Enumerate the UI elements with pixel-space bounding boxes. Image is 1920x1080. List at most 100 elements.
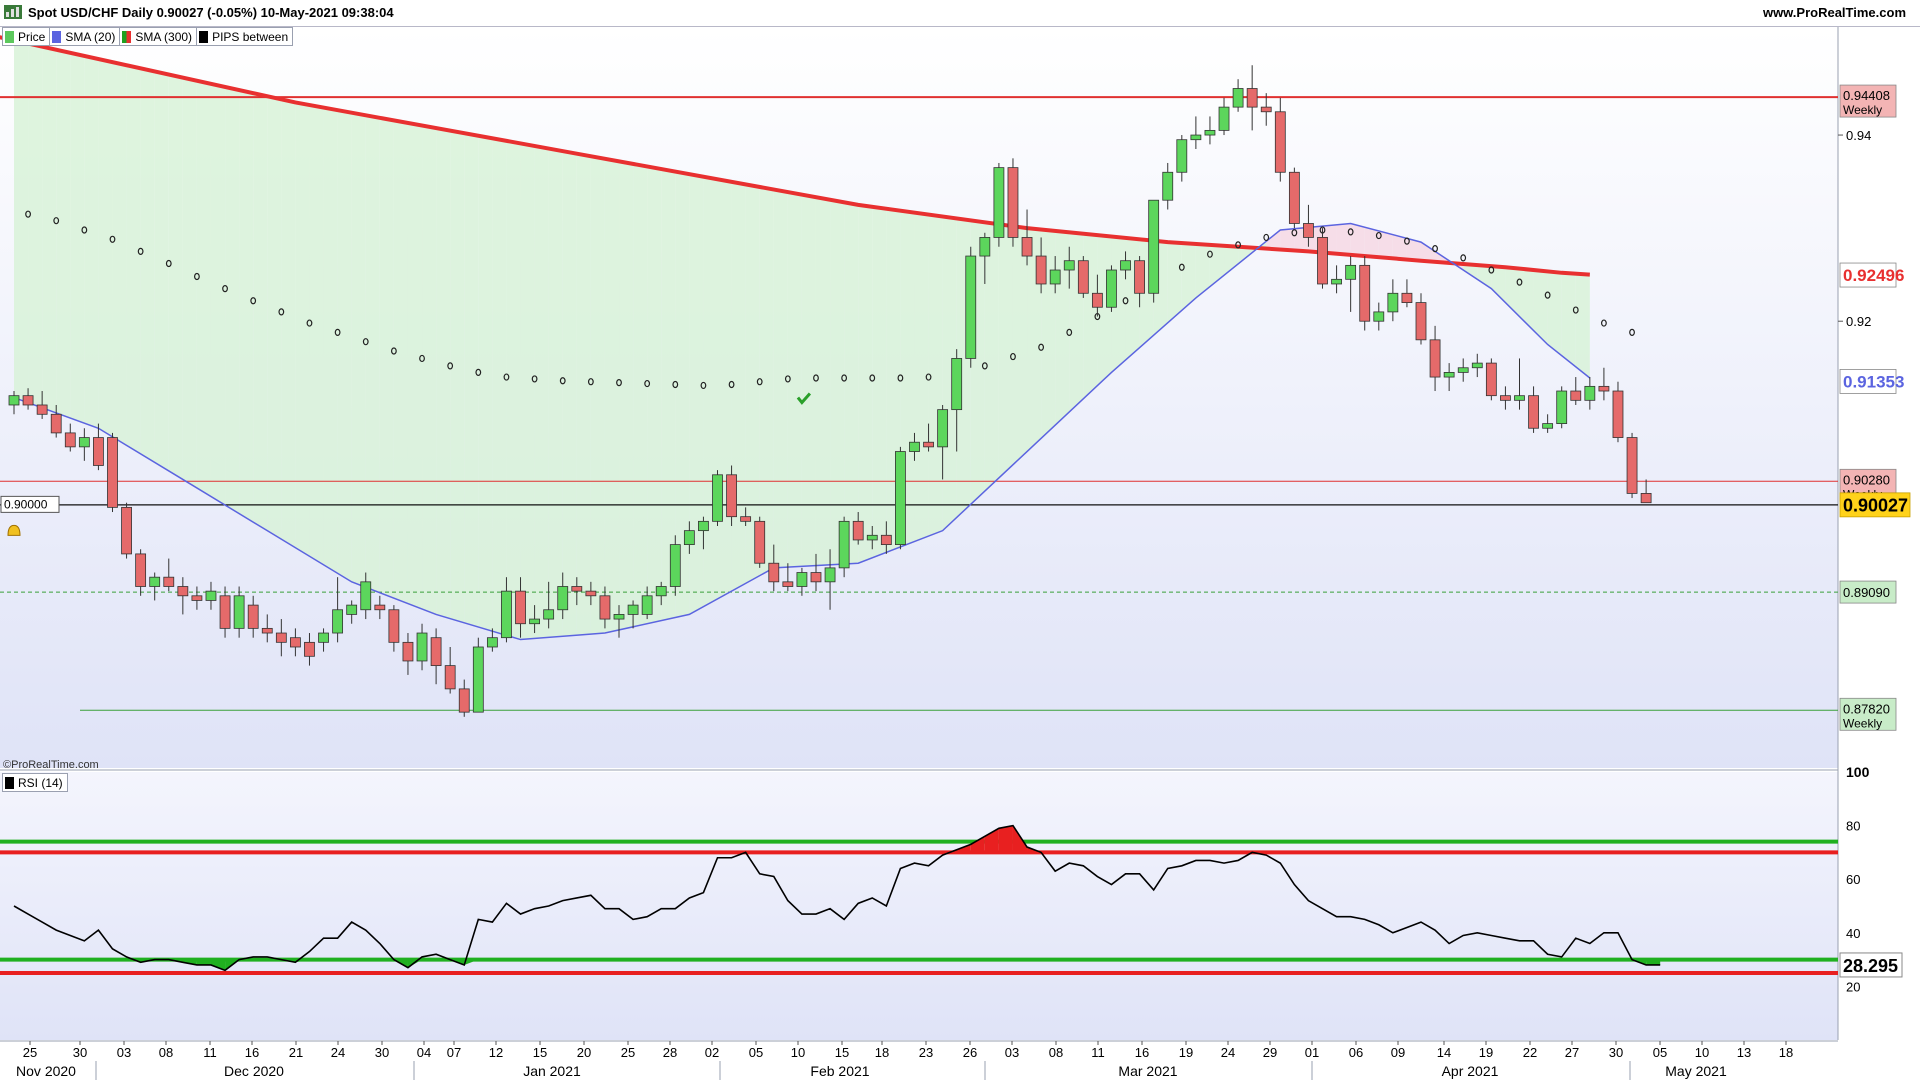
sar-dot bbox=[1432, 245, 1438, 253]
sma-fill-band bbox=[830, 199, 845, 565]
sar-dot bbox=[503, 373, 510, 381]
sma-fill-band bbox=[267, 96, 282, 540]
sma-fill-band bbox=[70, 52, 85, 424]
candle-bearish bbox=[458, 688, 470, 713]
candle-bullish bbox=[360, 581, 372, 611]
sma-fill-band bbox=[154, 71, 169, 471]
sma-fill-band bbox=[1364, 227, 1379, 258]
bell-icon bbox=[7, 524, 21, 536]
sar-dot bbox=[616, 379, 622, 387]
sar-dot bbox=[1572, 306, 1579, 314]
candle-bearish bbox=[289, 637, 301, 648]
candle-bullish bbox=[1443, 372, 1455, 378]
sma-fill-band bbox=[562, 151, 577, 637]
sma-fill-band bbox=[1575, 273, 1590, 378]
legend-item-sma300[interactable]: SMA (300) bbox=[120, 28, 198, 45]
candle-bearish bbox=[36, 404, 48, 415]
candle-bearish bbox=[135, 553, 147, 587]
rsi-oversold-fill bbox=[210, 959, 226, 971]
sar-dot bbox=[1629, 328, 1635, 336]
sar-dot bbox=[362, 338, 369, 346]
sma-fill-band bbox=[1097, 235, 1112, 386]
candle-bullish bbox=[1584, 385, 1596, 401]
sma-fill-band bbox=[1280, 228, 1295, 251]
x-day-label: 05 bbox=[1653, 1045, 1667, 1060]
candle-bullish bbox=[1162, 171, 1174, 201]
sar-dot bbox=[531, 375, 538, 383]
x-day-label: 24 bbox=[1221, 1045, 1235, 1060]
legend-item-pips[interactable]: PIPS between bbox=[197, 28, 292, 45]
signal-check-icon bbox=[796, 392, 812, 405]
sma-fill-band bbox=[407, 122, 423, 609]
candle-bullish bbox=[979, 237, 991, 257]
sar-dot bbox=[1263, 233, 1270, 242]
sma-fill-band bbox=[1491, 266, 1506, 303]
x-day-label: 30 bbox=[1609, 1045, 1623, 1060]
candle-bearish bbox=[430, 637, 442, 667]
sar-dot bbox=[1178, 263, 1185, 271]
sar-dot bbox=[419, 354, 425, 363]
candle-bearish bbox=[599, 595, 611, 620]
candle-bullish bbox=[1218, 106, 1230, 131]
legend-item-price[interactable]: Price bbox=[3, 28, 51, 45]
candle-bearish bbox=[1260, 106, 1272, 113]
candle-bullish bbox=[669, 544, 681, 587]
candle-bullish bbox=[909, 441, 920, 452]
x-day-label: 19 bbox=[1479, 1045, 1493, 1060]
sma-fill-band bbox=[928, 214, 943, 537]
x-day-label: 21 bbox=[289, 1045, 303, 1060]
sar-dot bbox=[1516, 278, 1523, 286]
price-label-box bbox=[1839, 262, 1897, 288]
candle-bullish bbox=[683, 530, 695, 546]
sma-fill-band bbox=[478, 135, 493, 632]
candle-bullish bbox=[937, 409, 949, 448]
sar-dot bbox=[784, 375, 791, 383]
candle-bullish bbox=[1049, 269, 1061, 285]
candle-bearish bbox=[304, 641, 315, 657]
sma-fill-band bbox=[914, 212, 929, 542]
sma-fill-band bbox=[1350, 223, 1365, 257]
sar-dot bbox=[700, 381, 707, 390]
sma-fill-band bbox=[773, 189, 788, 568]
sma-fill-band bbox=[309, 105, 324, 565]
candle-bullish bbox=[698, 520, 709, 532]
x-month-label: Dec 2020 bbox=[224, 1063, 284, 1079]
sma-fill-band bbox=[604, 158, 620, 634]
candle-bullish bbox=[1331, 278, 1342, 285]
x-day-label: 23 bbox=[919, 1045, 933, 1060]
price-label-weekly: Weekly bbox=[1843, 716, 1882, 730]
sma-fill-band bbox=[239, 90, 254, 523]
x-day-label: 26 bbox=[963, 1045, 977, 1060]
x-month-label: Nov 2020 bbox=[16, 1063, 76, 1079]
legend-item-sma20[interactable]: SMA (20) bbox=[50, 28, 121, 45]
sma-fill-band bbox=[1392, 234, 1407, 260]
sma-fill-band bbox=[858, 204, 873, 564]
candle-bearish bbox=[740, 516, 752, 522]
sma-fill-band bbox=[281, 99, 296, 548]
sar-dot bbox=[447, 362, 454, 370]
sar-dot bbox=[728, 380, 735, 389]
price-label-weekly: Weekly bbox=[1843, 103, 1882, 117]
rsi-oversold-fill bbox=[464, 959, 479, 965]
site-url[interactable]: www.ProRealTime.com bbox=[1762, 5, 1906, 20]
sma-fill-band bbox=[1224, 245, 1239, 276]
price-label-weekly-green: 0.89090 bbox=[1843, 585, 1890, 600]
price-label-weekly-red: 0.90280 bbox=[1843, 472, 1890, 487]
sma-fill-band bbox=[717, 179, 732, 599]
candle-bearish bbox=[177, 586, 189, 597]
chart-header: Spot USD/CHF Daily 0.90027 (-0.05%) 10-M… bbox=[0, 0, 1920, 27]
sar-dot bbox=[1291, 229, 1298, 237]
candle-bearish bbox=[1429, 339, 1441, 378]
sma-fill-band bbox=[1181, 243, 1196, 311]
candle-bullish bbox=[149, 576, 161, 587]
candle-bearish bbox=[1317, 237, 1328, 285]
candle-bearish bbox=[1303, 223, 1314, 238]
price-label-sma20: 0.91353 bbox=[1843, 373, 1904, 392]
sar-dot bbox=[1601, 319, 1607, 327]
candle-bearish bbox=[191, 595, 203, 601]
sma-fill-band bbox=[1238, 246, 1253, 264]
candle-bearish bbox=[1485, 362, 1497, 397]
legend-item-rsi[interactable]: RSI (14) bbox=[3, 774, 67, 791]
candle-bearish bbox=[1415, 302, 1427, 341]
